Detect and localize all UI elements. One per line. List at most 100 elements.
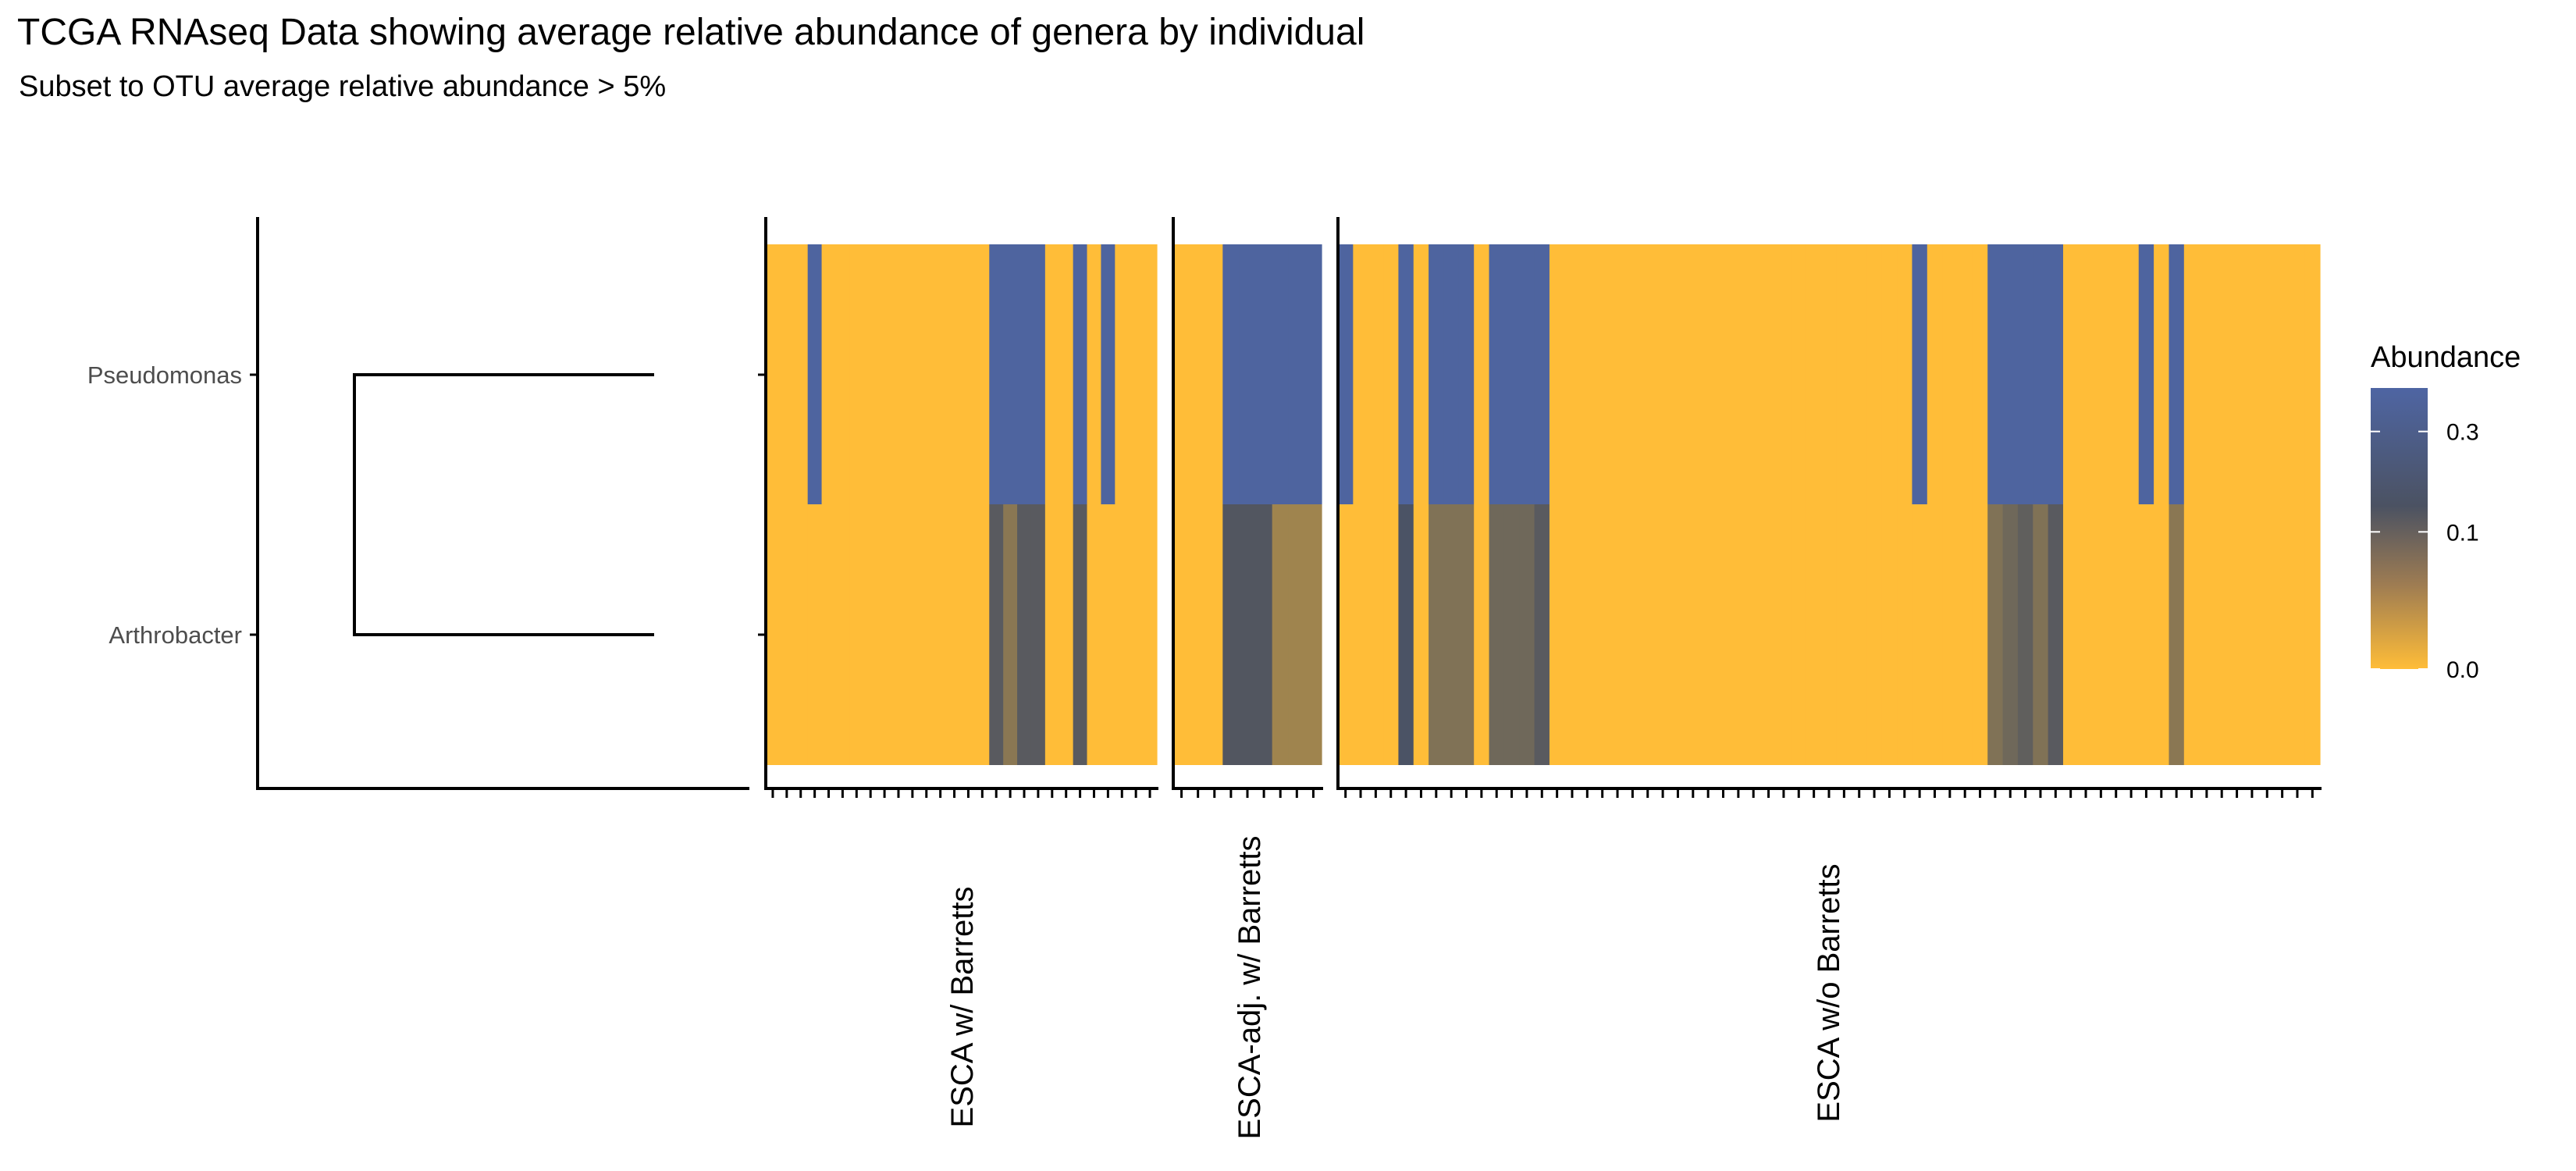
heatmap-cell-arthrobacter: [1806, 504, 1822, 765]
heatmap-cell-arthrobacter: [1458, 504, 1475, 765]
heatmap-cell-pseudomonas: [1881, 244, 1898, 504]
heatmap-cell-pseudomonas: [1987, 244, 2004, 504]
panel-2-cells: [1338, 244, 2321, 765]
heatmap-cell-arthrobacter: [1443, 504, 1460, 765]
heatmap-cell-arthrobacter: [933, 504, 948, 765]
heatmap-cell-pseudomonas: [1866, 244, 1883, 504]
panel-label-esca-adj-w-barretts: ESCA-adj. w/ Barretts: [1233, 835, 1267, 1139]
heatmap-cell-arthrobacter: [849, 504, 864, 765]
dendrogram-branch: [353, 373, 654, 636]
heatmap-cell-pseudomonas: [933, 244, 948, 504]
heatmap-cell-pseudomonas: [2108, 244, 2124, 504]
heatmap-cell-pseudomonas: [1912, 244, 1928, 504]
heatmap-cell-pseudomonas: [877, 244, 892, 504]
heatmap-cell-arthrobacter: [2123, 504, 2140, 765]
legend-title: Abundance: [2371, 341, 2521, 374]
panel-2-x-ticks: [1344, 790, 2314, 798]
heatmap-cell-arthrobacter: [1288, 504, 1306, 765]
heatmap-cell-pseudomonas: [2290, 244, 2306, 504]
heatmap-cell-arthrobacter: [1398, 504, 1414, 765]
heatmap-cell-pseudomonas: [2138, 244, 2154, 504]
heatmap-cell-arthrobacter: [2214, 504, 2230, 765]
heatmap-cell-arthrobacter: [947, 504, 962, 765]
chart-subtitle: Subset to OTU average relative abundance…: [19, 70, 667, 103]
heatmap-cell-pseudomonas: [1534, 244, 1550, 504]
heatmap-cell-pseudomonas: [1288, 244, 1306, 504]
heatmap-cell-pseudomonas: [2078, 244, 2094, 504]
heatmap-cell-pseudomonas: [2183, 244, 2200, 504]
heatmap-cell-pseudomonas: [1443, 244, 1460, 504]
heatmap-cell-pseudomonas: [2062, 244, 2079, 504]
heatmap-cell-pseudomonas: [2274, 244, 2290, 504]
heatmap-cell-pseudomonas: [1101, 244, 1115, 504]
heatmap-cell-pseudomonas: [1806, 244, 1822, 504]
heatmap-cell-pseudomonas: [1549, 244, 1565, 504]
heatmap-cell-arthrobacter: [1190, 504, 1207, 765]
heatmap-cell-arthrobacter: [1715, 504, 1731, 765]
heatmap-cell-pseudomonas: [905, 244, 920, 504]
heatmap-cell-arthrobacter: [2244, 504, 2261, 765]
legend-ticks: 0.3 0.1 0.0: [2371, 420, 2479, 683]
heatmap-cell-pseudomonas: [1927, 244, 1943, 504]
heatmap-cell-pseudomonas: [1564, 244, 1581, 504]
heatmap-cell-pseudomonas: [1791, 244, 1807, 504]
heatmap-cell-pseudomonas: [1222, 244, 1240, 504]
heatmap-cell-arthrobacter: [1017, 504, 1032, 765]
heatmap-cell-pseudomonas: [1272, 244, 1290, 504]
heatmap-cell-pseudomonas: [1474, 244, 1490, 504]
heatmap-cell-arthrobacter: [1059, 504, 1074, 765]
heatmap-cell-arthrobacter: [2108, 504, 2124, 765]
heatmap-cell-arthrobacter: [2229, 504, 2245, 765]
heatmap-cell-pseudomonas: [1383, 244, 1400, 504]
heatmap-cell-arthrobacter: [1338, 504, 1354, 765]
heatmap-cell-arthrobacter: [1173, 504, 1190, 765]
heatmap-panel-esca-wo-barretts: ESCA w/o Barretts: [1336, 217, 2322, 1123]
heatmap-cell-pseudomonas: [2244, 244, 2261, 504]
heatmap-cell-pseudomonas: [2304, 244, 2321, 504]
heatmap-cell-arthrobacter: [1640, 504, 1656, 765]
heatmap-cell-arthrobacter: [1610, 504, 1626, 765]
heatmap-cell-pseudomonas: [1017, 244, 1032, 504]
heatmap-cell-pseudomonas: [1255, 244, 1273, 504]
heatmap-cell-pseudomonas: [1030, 244, 1046, 504]
heatmap-cell-arthrobacter: [2274, 504, 2290, 765]
heatmap-cell-arthrobacter: [1760, 504, 1777, 765]
heatmap-cell-pseudomonas: [2169, 244, 2185, 504]
heatmap-cell-pseudomonas: [2229, 244, 2245, 504]
heatmap-cell-pseudomonas: [1059, 244, 1074, 504]
heatmap-cell-pseudomonas: [1304, 244, 1322, 504]
heatmap-cell-arthrobacter: [919, 504, 934, 765]
heatmap-cell-pseudomonas: [1760, 244, 1777, 504]
heatmap-cell-pseudomonas: [1353, 244, 1369, 504]
panel-label-esca-wo-barretts: ESCA w/o Barretts: [1812, 863, 1846, 1122]
heatmap-cell-pseudomonas: [1398, 244, 1414, 504]
heatmap-cell-pseudomonas: [1957, 244, 1973, 504]
heatmap-cell-pseudomonas: [1503, 244, 1520, 504]
heatmap-cell-pseudomonas: [1852, 244, 1867, 504]
heatmap-cell-arthrobacter: [2290, 504, 2306, 765]
panel-1-x-ticks: [1180, 790, 1315, 798]
heatmap-cell-arthrobacter: [2154, 504, 2170, 765]
heatmap-cell-arthrobacter: [891, 504, 906, 765]
heatmap-cell-arthrobacter: [1503, 504, 1520, 765]
heatmap-cell-arthrobacter: [835, 504, 850, 765]
heatmap-cell-pseudomonas: [821, 244, 837, 504]
heatmap-cell-pseudomonas: [1087, 244, 1102, 504]
heatmap-cell-pseudomonas: [1044, 244, 1060, 504]
heatmap-cell-pseudomonas: [2154, 244, 2170, 504]
legend-tick-label: 0.3: [2446, 420, 2479, 446]
heatmap-cell-pseudomonas: [1338, 244, 1354, 504]
heatmap-cell-arthrobacter: [1353, 504, 1369, 765]
heatmap-cell-arthrobacter: [1115, 504, 1130, 765]
heatmap-cell-arthrobacter: [1897, 504, 1913, 765]
heatmap-cell-arthrobacter: [1429, 504, 1445, 765]
heatmap-cell-pseudomonas: [1413, 244, 1429, 504]
heatmap-cell-arthrobacter: [807, 504, 823, 765]
heatmap-cell-pseudomonas: [793, 244, 809, 504]
heatmap-cell-arthrobacter: [779, 504, 795, 765]
y-label-arthrobacter: Arthrobacter: [109, 621, 242, 649]
heatmap-cell-arthrobacter: [1670, 504, 1686, 765]
heatmap-cell-pseudomonas: [1745, 244, 1762, 504]
heatmap-cell-arthrobacter: [1624, 504, 1641, 765]
